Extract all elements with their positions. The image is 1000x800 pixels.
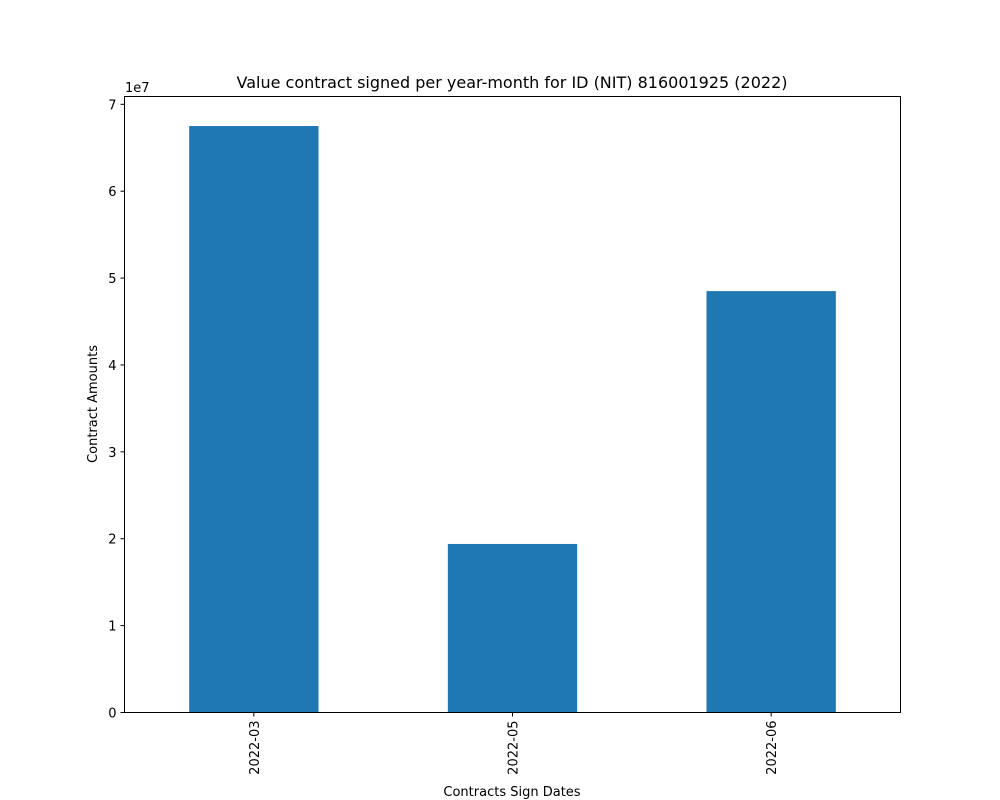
bars-group	[189, 126, 836, 713]
y-axis-ticks: 0 1 2 3 4 5 6 7	[108, 98, 125, 722]
y-tick-label: 0	[108, 707, 116, 722]
y-tick-label: 2	[108, 533, 116, 548]
y-offset-label: 1e7	[125, 81, 150, 96]
bar-2022-05	[447, 543, 578, 713]
y-axis-label: Contract Amounts	[86, 345, 101, 463]
x-tick-label: 2022-03	[248, 721, 263, 775]
chart-title: Value contract signed per year-month for…	[237, 73, 788, 92]
bar-2022-06	[706, 291, 836, 713]
x-axis-label: Contracts Sign Dates	[443, 785, 580, 800]
y-tick-label: 7	[108, 98, 116, 113]
y-tick-label: 5	[108, 272, 116, 287]
plot-frame	[124, 96, 901, 713]
x-axis-ticks: 2022-03 2022-05 2022-06	[248, 712, 780, 775]
x-tick-label: 2022-06	[765, 721, 780, 775]
y-tick-label: 3	[108, 446, 116, 461]
bar-2022-03	[189, 126, 319, 713]
x-tick-label: 2022-05	[507, 721, 522, 775]
y-tick-label: 1	[108, 620, 116, 635]
y-tick-label: 6	[108, 185, 116, 200]
y-tick-label: 4	[108, 359, 116, 374]
